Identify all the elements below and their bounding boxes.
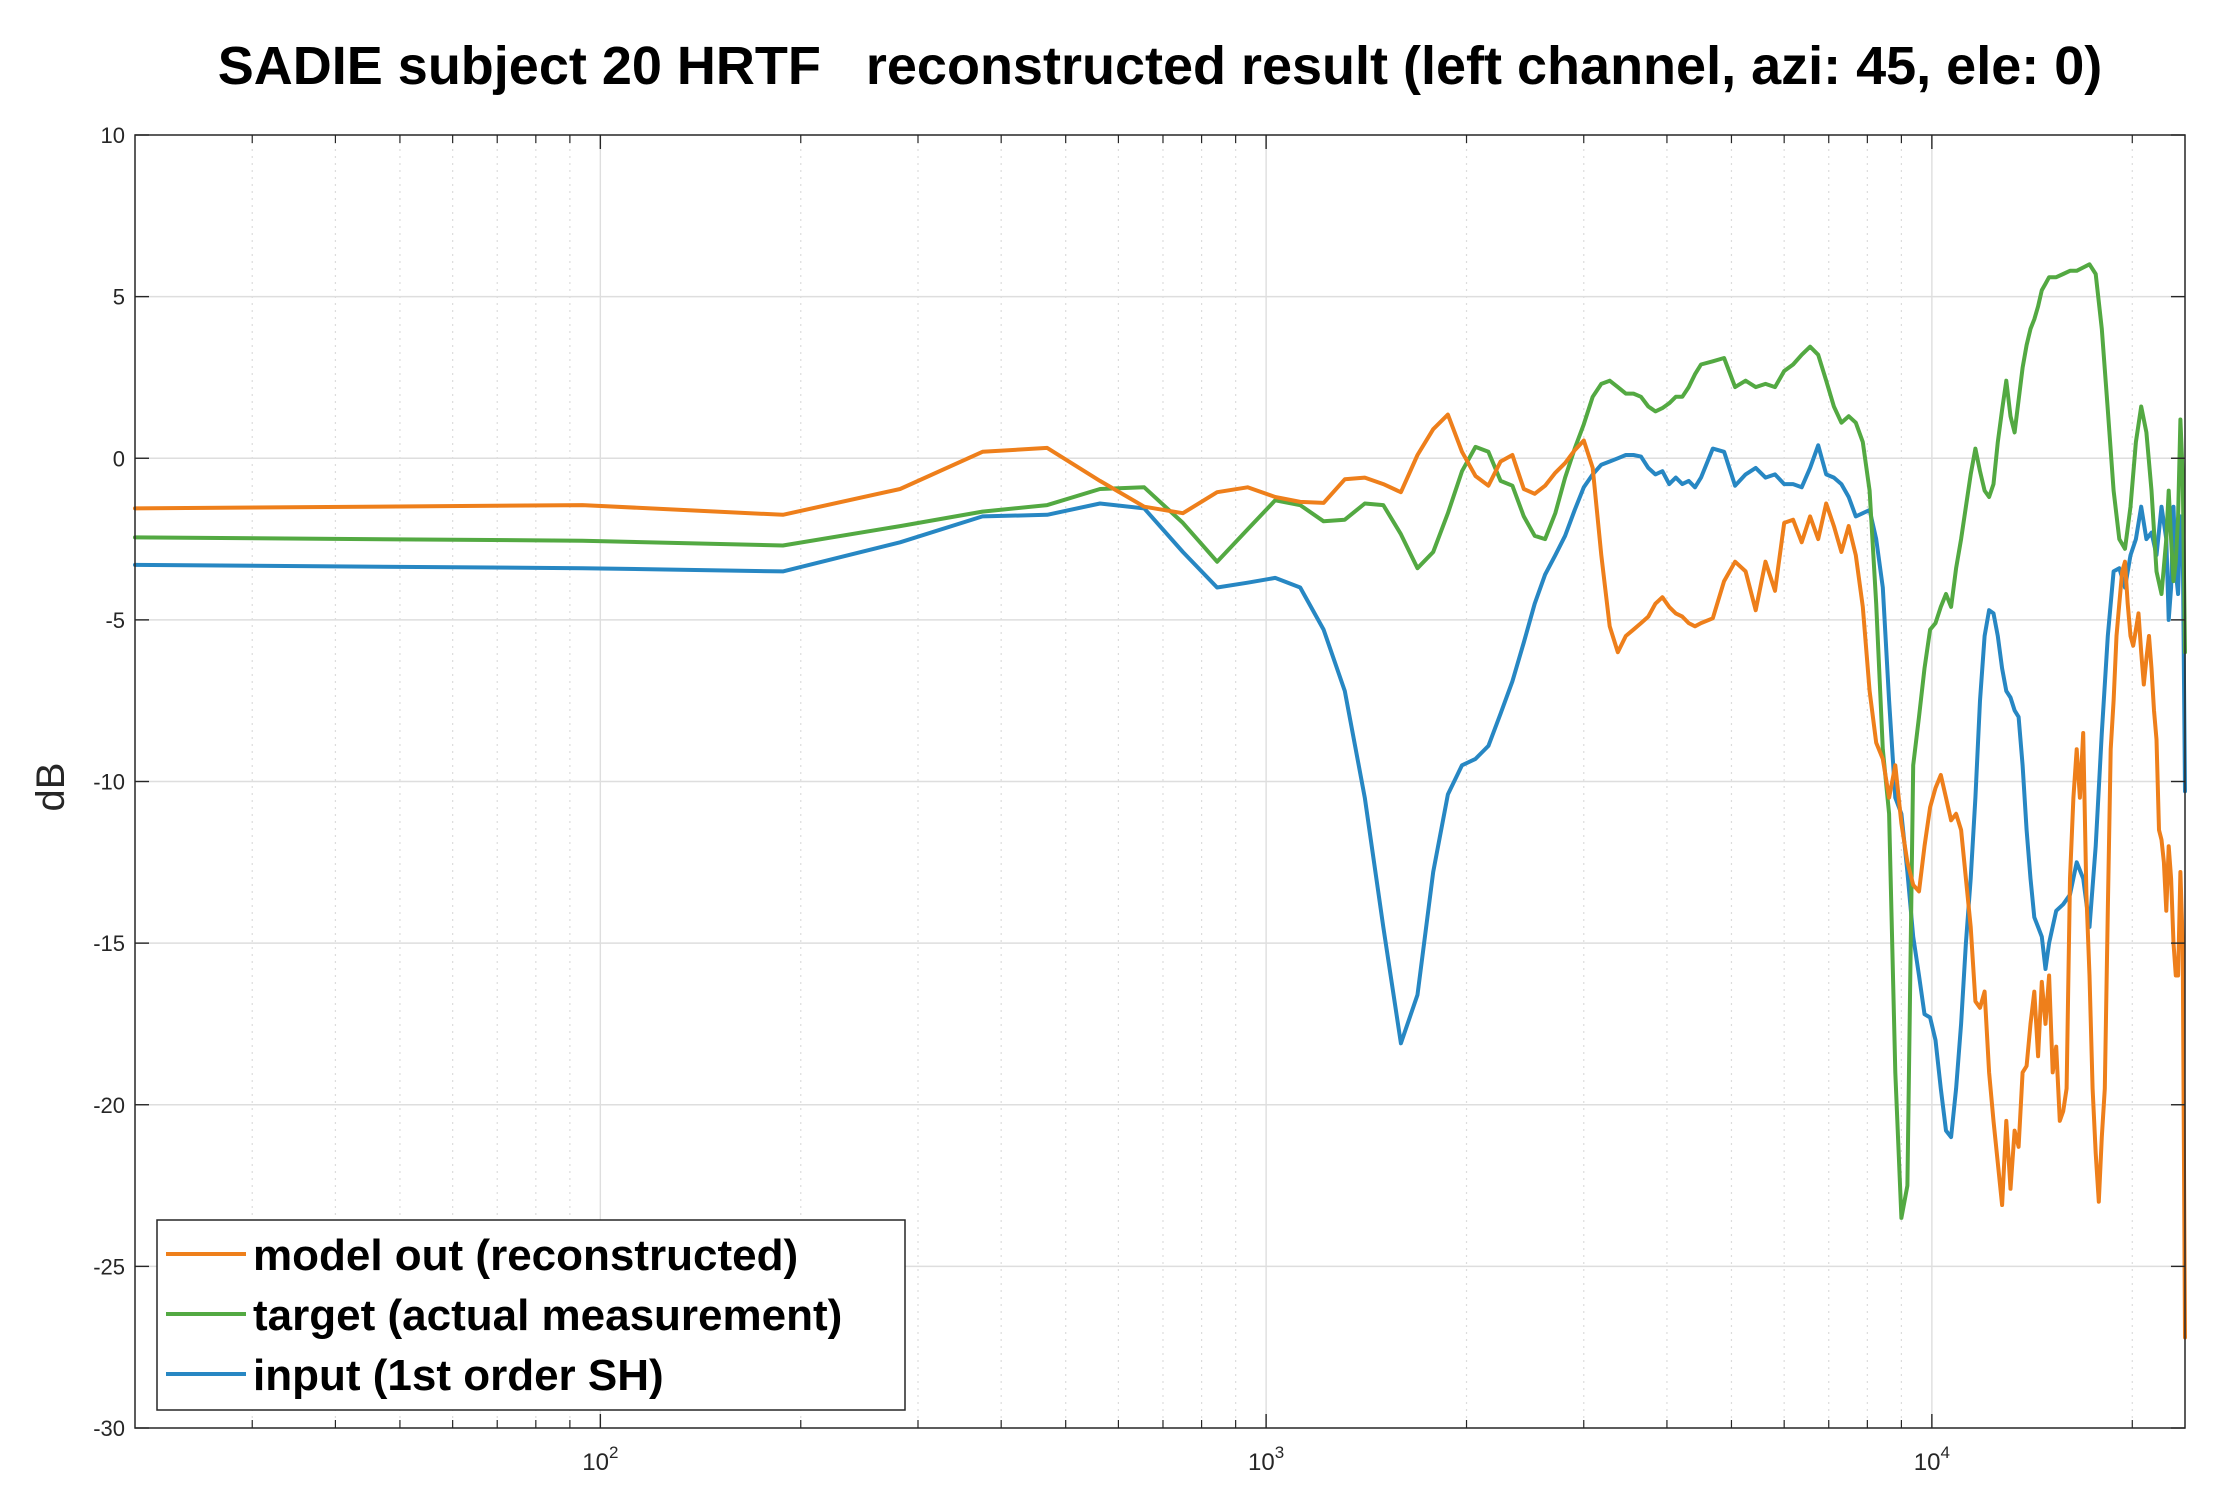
y-axis-label: dB [29,763,73,812]
series-layer [133,262,2187,1340]
y-tick-label: -25 [93,1254,125,1279]
legend: model out (reconstructed) target (actual… [156,1219,906,1411]
legend-box [156,1219,906,1411]
y-tick-labels: -30 -25 -20 -15 -10 -5 0 5 10 [93,123,125,1441]
series-line-model-out [133,412,2187,1340]
y-tick-label: -10 [93,770,125,795]
legend-label-target: target (actual measurement) [253,1291,842,1340]
major-grid [135,135,2185,1428]
series-line-target [133,262,2187,1220]
x-tick-label: 104 [1914,1443,1950,1476]
chart-title: SADIE subject 20 HRTF reconstructed resu… [218,36,2103,96]
y-tick-label: -5 [105,608,125,633]
y-tick-label: 0 [113,446,125,471]
y-tick-label: -15 [93,931,125,956]
x-tick-label: 102 [582,1443,618,1476]
y-tick-label: 10 [101,123,125,148]
y-tick-label: 5 [113,285,125,310]
y-tick-label: -20 [93,1093,125,1118]
x-tick-label: 103 [1248,1443,1284,1476]
y-tick-label: -30 [93,1416,125,1441]
legend-label-model-out: model out (reconstructed) [253,1231,798,1280]
axis-ticks [135,134,2185,1429]
x-tick-labels: 102 103 104 [582,1443,1950,1476]
legend-label-input: input (1st order SH) [253,1351,664,1400]
